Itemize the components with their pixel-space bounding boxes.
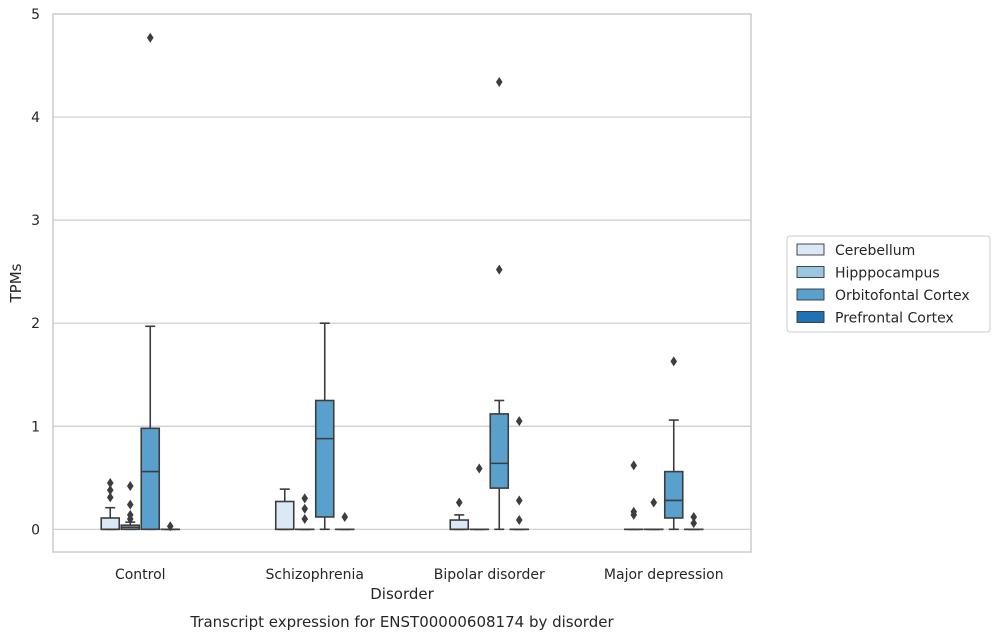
outlier-point	[301, 493, 309, 504]
legend: Cerebellum Hipppocampus Orbitofontal Corte…	[786, 235, 991, 333]
outlier-point	[495, 264, 503, 275]
x-tick-label: Schizophrenia	[266, 567, 364, 583]
y-axis-label: TPMs	[7, 263, 25, 303]
y-tick-label: 2	[31, 316, 40, 332]
box-body	[314, 399, 335, 518]
box-cerebellum-bipolar-disorder	[449, 497, 470, 531]
box-body	[449, 519, 470, 531]
outlier-point	[630, 460, 638, 471]
outlier-point	[341, 511, 349, 522]
outlier-point	[106, 492, 114, 503]
box-prefrontal-cortex-control	[160, 521, 181, 532]
outlier-point	[126, 481, 134, 492]
outlier-point	[106, 485, 114, 496]
outlier-point	[515, 495, 523, 506]
box-body	[274, 500, 295, 531]
box-body	[489, 413, 510, 489]
legend-frame	[786, 235, 991, 333]
box-orbitofontal-cortex-schizophrenia	[314, 322, 335, 531]
y-tick-label: 5	[31, 7, 40, 23]
box-body	[663, 470, 684, 519]
box-body	[100, 517, 121, 531]
box-orbitofontal-cortex-bipolar-disorder	[489, 77, 510, 531]
box-orbitofontal-cortex-major-depression	[663, 356, 684, 531]
legend-swatch	[796, 288, 825, 301]
x-tick-label: Major depression	[604, 567, 724, 583]
box-body	[140, 427, 161, 531]
y-tick-label: 0	[31, 522, 40, 538]
outlier-point	[515, 416, 523, 427]
x-tick-label: Bipolar disorder	[434, 567, 545, 583]
outlier-point	[301, 514, 309, 525]
outlier-point	[630, 506, 638, 517]
legend-swatch	[796, 311, 825, 323]
box-cerebellum-schizophrenia	[274, 488, 295, 531]
chart-caption: Transcript expression for ENST0000060817…	[189, 613, 614, 631]
box-hipppocampus-control	[120, 481, 141, 531]
y-axis-ticks: 0 1 2 3 4 5	[31, 7, 40, 538]
outlier-point	[126, 499, 134, 510]
legend-swatch	[796, 243, 825, 256]
outlier-point	[301, 503, 309, 514]
box-prefrontal-cortex-major-depression	[683, 511, 704, 531]
box-hipppocampus-bipolar-disorder	[469, 463, 490, 531]
legend-swatch	[796, 266, 825, 278]
y-tick-label: 3	[31, 213, 40, 229]
box-cerebellum-major-depression	[623, 460, 644, 531]
box-hipppocampus-major-depression	[643, 497, 664, 531]
y-tick-label: 4	[31, 110, 40, 126]
outlier-point	[650, 497, 658, 508]
box-cerebellum-control	[100, 477, 121, 531]
outlier-point	[166, 521, 174, 532]
outlier-point	[515, 515, 523, 526]
plot-frame	[52, 13, 752, 553]
outlier-point	[670, 356, 678, 367]
outlier-point	[475, 463, 483, 474]
outlier-point	[126, 509, 134, 520]
outlier-point	[106, 477, 114, 488]
outlier-point	[455, 497, 463, 508]
box-hipppocampus-schizophrenia	[294, 493, 315, 531]
outlier-point	[495, 77, 503, 88]
y-tick-label: 1	[31, 419, 40, 435]
outlier-point	[690, 518, 698, 529]
box-prefrontal-cortex-bipolar-disorder	[509, 416, 530, 531]
legend-label: Prefrontal Cortex	[835, 311, 954, 327]
legend-label: Cerebellum	[835, 243, 915, 259]
box-orbitofontal-cortex-control	[140, 32, 161, 531]
x-tick-label: Control	[115, 567, 166, 583]
legend-label: Hipppocampus	[835, 266, 940, 282]
outlier-point	[146, 32, 154, 43]
box-prefrontal-cortex-schizophrenia	[334, 511, 355, 531]
x-axis-ticks: Control Schizophrenia Bipolar disorder Majo…	[115, 567, 724, 583]
legend-label: Orbitofontal Cortex	[835, 288, 970, 304]
boxes	[100, 32, 704, 532]
outlier-point	[690, 511, 698, 522]
x-axis-label: Disorder	[370, 585, 434, 603]
